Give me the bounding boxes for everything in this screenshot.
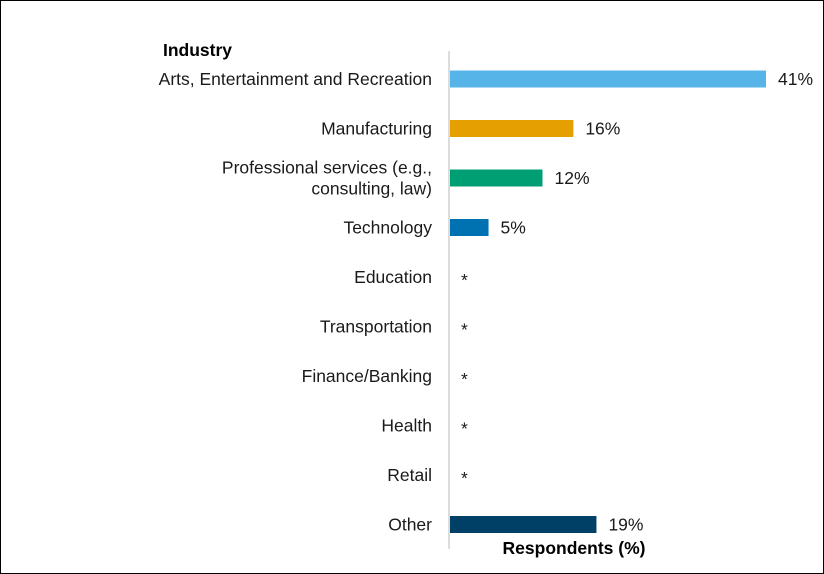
- category-label-line: Retail: [387, 465, 432, 485]
- category-label-health: Health: [381, 416, 432, 436]
- value-label-other: 19%: [608, 515, 643, 535]
- category-label-line: Arts, Entertainment and Recreation: [159, 69, 432, 89]
- category-label-line: Health: [381, 416, 432, 436]
- category-label-line: Manufacturing: [321, 119, 432, 139]
- category-label-finance-banking: Finance/Banking: [302, 366, 432, 386]
- category-label-education: Education: [354, 267, 432, 287]
- category-label-line: Technology: [343, 218, 432, 238]
- bar-arts-entertainment-and-recreation: [450, 70, 766, 88]
- category-label-line: Other: [388, 515, 432, 535]
- category-label-line: Professional services (e.g.,: [222, 158, 432, 178]
- chart-marks: Arts, Entertainment and Recreation 41% Man…: [159, 69, 813, 535]
- y-axis-title: Industry: [163, 40, 232, 60]
- category-label-retail: Retail: [387, 465, 432, 485]
- value-label-manufacturing: 16%: [585, 119, 620, 139]
- value-label-finance-banking: *: [461, 369, 468, 389]
- value-label-retail: *: [461, 468, 468, 488]
- bar-technology: [450, 219, 489, 236]
- value-label-technology: 5%: [501, 218, 526, 238]
- value-label-education: *: [461, 270, 468, 290]
- category-label-professional-services-e-g-consulting-law: Professional services (e.g., consulting, …: [222, 158, 432, 199]
- category-label-arts-entertainment-and-recreation: Arts, Entertainment and Recreation: [159, 69, 432, 89]
- value-label-transportation: *: [461, 320, 468, 340]
- x-axis-title: Respondents (%): [503, 538, 646, 558]
- value-label-arts-entertainment-and-recreation: 41%: [778, 69, 813, 89]
- bar-other: [450, 516, 597, 533]
- bar-professional-services-e-g-consulting-law: [450, 169, 543, 187]
- category-label-manufacturing: Manufacturing: [321, 119, 432, 139]
- category-label-other: Other: [388, 515, 432, 535]
- category-label-line: consulting, law): [311, 179, 432, 199]
- category-label-transportation: Transportation: [320, 317, 432, 337]
- value-label-professional-services-e-g-consulting-law: 12%: [554, 168, 589, 188]
- category-label-technology: Technology: [343, 218, 432, 238]
- value-label-health: *: [461, 419, 468, 439]
- category-label-line: Finance/Banking: [302, 366, 432, 386]
- category-label-line: Transportation: [320, 317, 432, 337]
- category-label-line: Education: [354, 267, 432, 287]
- bar-manufacturing: [450, 120, 574, 137]
